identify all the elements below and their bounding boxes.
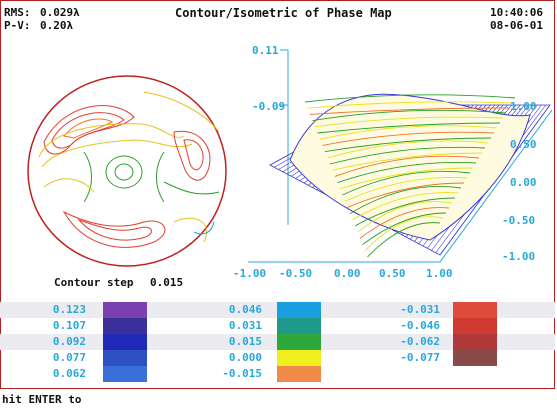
x-tick: -0.50 (279, 267, 313, 280)
surface-contour-line (332, 152, 483, 171)
surface-contour-line (319, 125, 498, 140)
contour-step-label: Contour step (54, 276, 134, 289)
legend-value: -0.077 (400, 351, 440, 364)
legend-value: 0.062 (52, 367, 86, 380)
date-display: 08-06-01 (490, 19, 543, 32)
surface-contour-line (324, 137, 492, 153)
legend-value: -0.015 (222, 367, 262, 380)
surface-contour-line (359, 207, 450, 239)
surface-contour-line (334, 155, 480, 177)
legend-swatch (277, 302, 321, 318)
y-tick: -1.00 (502, 250, 536, 263)
time-display: 10:40:06 (490, 6, 543, 19)
legend-value: 0.092 (52, 335, 86, 348)
legend-swatch (453, 334, 497, 350)
legend-value: 0.046 (228, 303, 262, 316)
legend-value: 0.031 (228, 319, 262, 332)
x-tick: -1.00 (233, 267, 267, 280)
surface-contour-line (357, 201, 453, 233)
surface-contour-line (347, 182, 465, 208)
z-axis-top-label: 0.11 (252, 44, 279, 57)
legend-swatch (103, 318, 147, 334)
surface-contour-line (339, 167, 474, 190)
surface-contour-line (314, 116, 504, 128)
legend-value: -0.031 (400, 303, 440, 316)
surface-contour-line (364, 216, 444, 252)
x-tick: 1.00 (426, 267, 453, 280)
surface-contour-line (367, 222, 441, 258)
surface-contour-line (349, 186, 462, 214)
surface-contour-line (312, 109, 507, 122)
legend-swatch (453, 318, 497, 334)
surface-contour-line (352, 192, 459, 221)
legend-value: -0.062 (400, 335, 440, 348)
legend-value: 0.000 (228, 351, 262, 364)
y-tick: -0.50 (502, 214, 536, 227)
legend-swatch (277, 318, 321, 334)
surface-contour-line (304, 94, 516, 103)
legend-swatch (453, 350, 497, 366)
legend-value: -0.046 (400, 319, 440, 332)
z-axis-bottom-label: -0.09 (252, 100, 286, 113)
legend-swatch (453, 302, 497, 318)
legend-swatch (277, 350, 321, 366)
legend-swatch (277, 334, 321, 350)
legend-swatch (103, 366, 147, 382)
surface-contour-line (342, 170, 471, 196)
page-title: Contour/Isometric of Phase Map (175, 6, 392, 20)
surface-contour-line (307, 101, 513, 109)
surface-contour-line (322, 131, 495, 146)
pv-value: 0.20λ (40, 19, 74, 32)
surface-contour-line (329, 146, 486, 165)
surface-contour-line (344, 177, 468, 202)
contour-step-value: 0.015 (150, 276, 184, 289)
rms-label: RMS: (4, 6, 31, 19)
surface-contour-line (337, 161, 477, 184)
enter-prompt: hit ENTER to (2, 393, 82, 406)
surface-contour-line (317, 122, 501, 134)
legend-value: 0.123 (52, 303, 86, 316)
pv-label: P-V: (4, 19, 31, 32)
surface-contour-line (362, 212, 447, 245)
contour-plot (27, 75, 227, 267)
legend-value: 0.077 (52, 351, 86, 364)
legend-swatch (103, 302, 147, 318)
rms-value: 0.029λ (40, 6, 80, 19)
x-tick: 0.00 (334, 267, 361, 280)
surface-contour-line (309, 107, 510, 115)
surface-contour-line (354, 197, 456, 227)
y-tick: 1.00 (510, 100, 537, 113)
x-tick: 0.50 (379, 267, 406, 280)
legend-value: 0.015 (228, 335, 262, 348)
y-tick: 0.00 (510, 176, 537, 189)
legend-swatch (277, 366, 321, 382)
isometric-plot (248, 49, 553, 263)
y-tick: 0.50 (510, 138, 537, 151)
legend-swatch (103, 334, 147, 350)
legend-swatch (103, 350, 147, 366)
surface-contour-line (327, 140, 489, 159)
legend-value: 0.107 (52, 319, 86, 332)
